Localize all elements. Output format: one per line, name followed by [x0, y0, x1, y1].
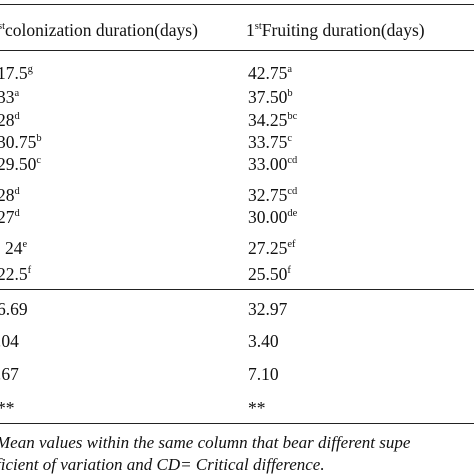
- fruiting-cell: 33.75c: [248, 132, 293, 152]
- fruiting-cell: 32.75cd: [248, 185, 298, 205]
- colonization-stat-cell: **: [0, 398, 15, 418]
- colonization-cell: 17.5g: [0, 63, 33, 83]
- colonization-cell: 24e: [5, 238, 28, 258]
- column-header-fruiting: 1stFruiting duration(days): [246, 20, 425, 40]
- column-header-fruiting-label: Fruiting duration(days): [261, 20, 425, 40]
- colonization-cell: 22.5f: [0, 264, 32, 284]
- column-header-fruiting-prefix: 1: [246, 20, 255, 40]
- table-top-rule: [0, 4, 474, 5]
- table-header-rule: [0, 50, 474, 51]
- colonization-cell: 28d: [0, 110, 20, 130]
- colonization-cell: 29.50c: [0, 154, 42, 174]
- fruiting-stat-cell: 7.10: [248, 364, 279, 384]
- fruiting-cell: 34.25bc: [248, 110, 298, 130]
- colonization-cell: 30.75b: [0, 132, 42, 152]
- fruiting-cell: 33.00cd: [248, 154, 298, 174]
- colonization-stat-cell: 6.69: [0, 299, 28, 319]
- fruiting-stat-cell: **: [248, 398, 266, 418]
- column-header-fruiting-sup: st: [254, 21, 262, 32]
- fruiting-cell: 30.00de: [248, 207, 298, 227]
- table-bottom-rule: [0, 423, 474, 424]
- fruiting-cell: 25.50f: [248, 264, 291, 284]
- fruiting-stat-cell: 3.40: [248, 331, 279, 351]
- fruiting-cell: 42.75a: [248, 63, 293, 83]
- table-stats-rule: [0, 289, 474, 290]
- fruiting-cell: 37.50b: [248, 87, 293, 107]
- footnote-line-1: Mean values within the same column that …: [0, 433, 411, 452]
- column-header-colonization: stcolonization duration(days): [0, 20, 198, 40]
- colonization-cell: 28d: [0, 185, 20, 205]
- column-header-colonization-label: colonization duration(days): [5, 20, 198, 40]
- colonization-stat-cell: .67: [0, 364, 19, 384]
- column-header-colonization-sup: st: [0, 21, 6, 32]
- colonization-stat-cell: .04: [0, 331, 19, 351]
- footnote-line-2: ficient of variation and CD= Critical di…: [0, 455, 325, 474]
- fruiting-cell: 27.25ef: [248, 238, 296, 258]
- fruiting-stat-cell: 32.97: [248, 299, 288, 319]
- colonization-cell: 33a: [0, 87, 20, 107]
- colonization-cell: 27d: [0, 207, 20, 227]
